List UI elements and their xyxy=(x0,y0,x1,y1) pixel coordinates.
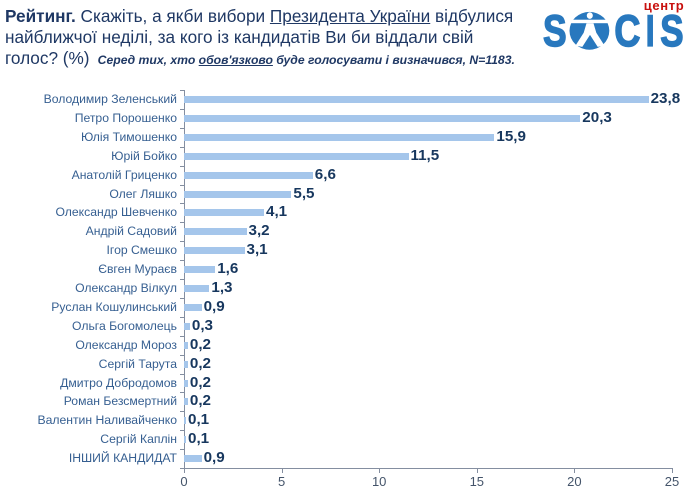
svg-text:S: S xyxy=(660,7,683,56)
svg-text:I: I xyxy=(646,7,655,56)
svg-text:C: C xyxy=(614,7,640,56)
svg-text:S: S xyxy=(543,7,567,56)
svg-text:центр: центр xyxy=(644,0,685,13)
